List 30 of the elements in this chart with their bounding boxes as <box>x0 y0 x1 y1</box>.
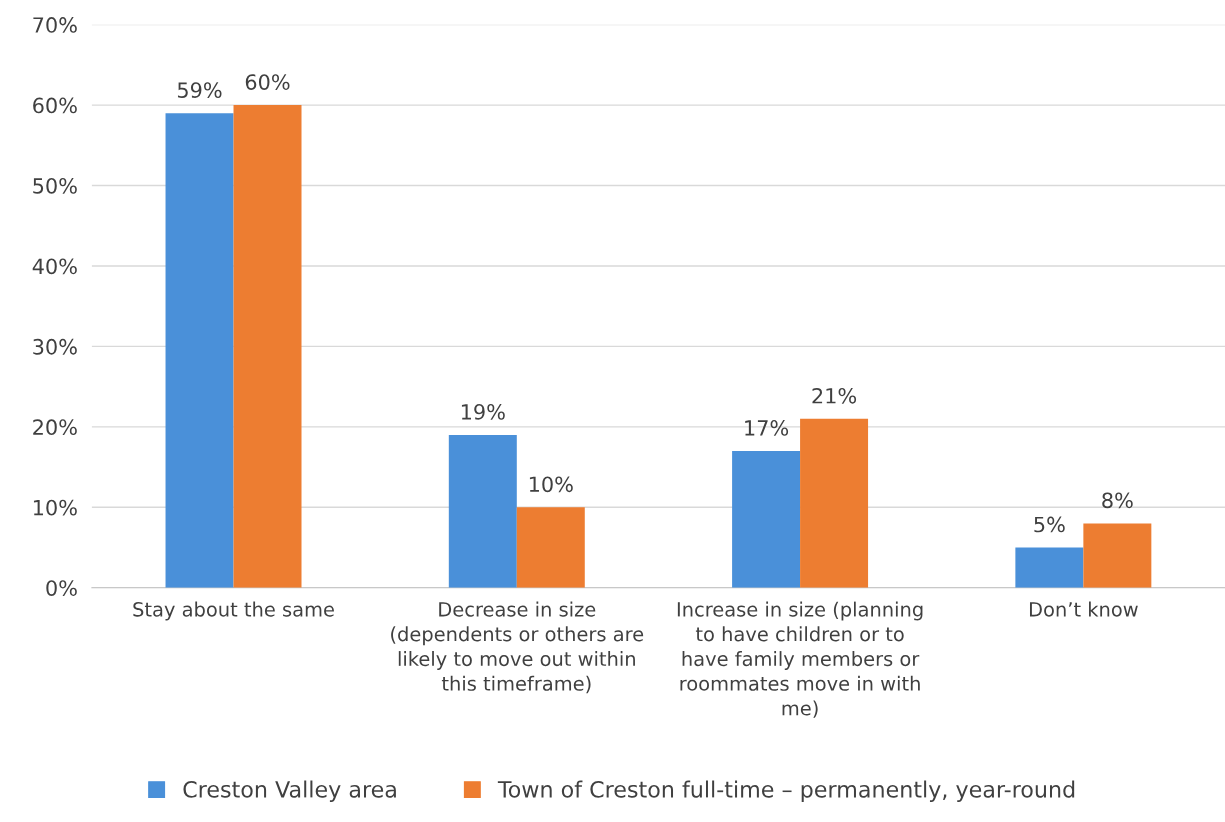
bar <box>165 113 234 588</box>
data-label: 17% <box>745 420 789 436</box>
bar <box>1083 523 1152 588</box>
x-tick-label: Don’t know <box>1029 601 1138 617</box>
y-tick-label: 20% <box>33 419 77 436</box>
bar <box>233 105 302 588</box>
x-tick-label: Stay about the same <box>133 601 334 621</box>
bar <box>516 507 585 588</box>
bar <box>732 450 801 588</box>
legend-label: Creston Valley area <box>183 780 396 802</box>
bar <box>448 434 517 588</box>
y-tick-label: 40% <box>32 258 77 275</box>
data-label: 19% <box>461 403 505 420</box>
bar <box>800 418 869 588</box>
y-tick-label: 0% <box>46 580 77 596</box>
x-tick-label: Decrease in size (dependents or others are likely to move out within this timeframe) <box>391 601 644 694</box>
y-tick-label: 30% <box>33 338 77 355</box>
data-label: 21% <box>812 387 857 404</box>
y-tick-label: 60% <box>33 97 77 114</box>
bar <box>1015 547 1084 588</box>
data-label: 8% <box>1102 492 1133 509</box>
y-tick-label: 70% <box>33 17 77 33</box>
legend-label: Town of Creston full-time – permanently, year-round <box>497 780 1075 802</box>
x-tick-label: Increase in size (planning to have children or to have family members or roommates move in with me) <box>677 601 923 718</box>
y-tick-label: 50% <box>33 177 77 194</box>
data-label: 59% <box>177 82 222 98</box>
data-label: 60% <box>245 74 290 90</box>
data-label: 10% <box>529 476 573 493</box>
y-tick-label: 10% <box>33 499 77 516</box>
data-label: 5% <box>1034 516 1065 533</box>
